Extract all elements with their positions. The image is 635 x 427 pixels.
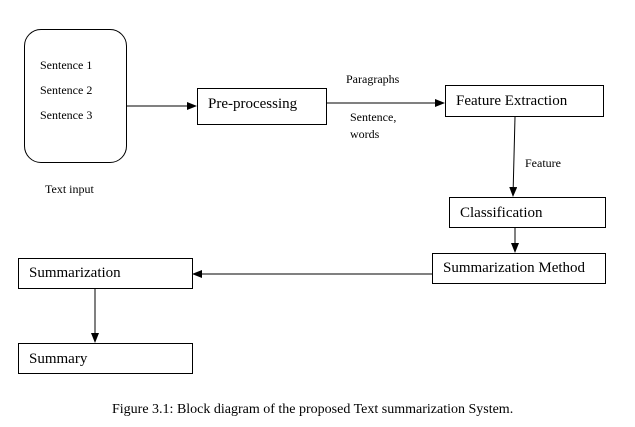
sentence-label: Sentence, bbox=[350, 110, 397, 124]
arrow-feature-extraction-to-classification bbox=[509, 116, 518, 197]
figure-caption: Figure 3.1: Block diagram of the propose… bbox=[112, 402, 514, 417]
text-input-label: Text input bbox=[45, 182, 94, 196]
summarization-label: Summarization bbox=[29, 265, 121, 281]
summarization-method-label: Summarization Method bbox=[443, 260, 586, 276]
preprocessing-block: Pre-processing bbox=[197, 88, 327, 125]
sentence-2: Sentence 2 bbox=[40, 83, 93, 97]
summarization-block: Summarization bbox=[18, 258, 193, 289]
feature-label: Feature bbox=[525, 156, 561, 170]
sentence-1: Sentence 1 bbox=[40, 58, 93, 72]
classification-block: Classification bbox=[449, 197, 606, 228]
sentence-3: Sentence 3 bbox=[40, 108, 93, 122]
words-label: words bbox=[350, 127, 380, 141]
classification-label: Classification bbox=[460, 205, 543, 221]
text-input-box: Sentence 1 Sentence 2 Sentence 3 bbox=[24, 29, 127, 163]
feature-extraction-block: Feature Extraction bbox=[445, 85, 604, 117]
preprocessing-label: Pre-processing bbox=[208, 96, 298, 112]
feature-extraction-label: Feature Extraction bbox=[456, 93, 568, 109]
summarization-method-block: Summarization Method bbox=[432, 253, 606, 284]
summary-block: Summary bbox=[18, 343, 193, 374]
paragraphs-label: Paragraphs bbox=[346, 72, 400, 86]
summary-label: Summary bbox=[29, 351, 88, 367]
